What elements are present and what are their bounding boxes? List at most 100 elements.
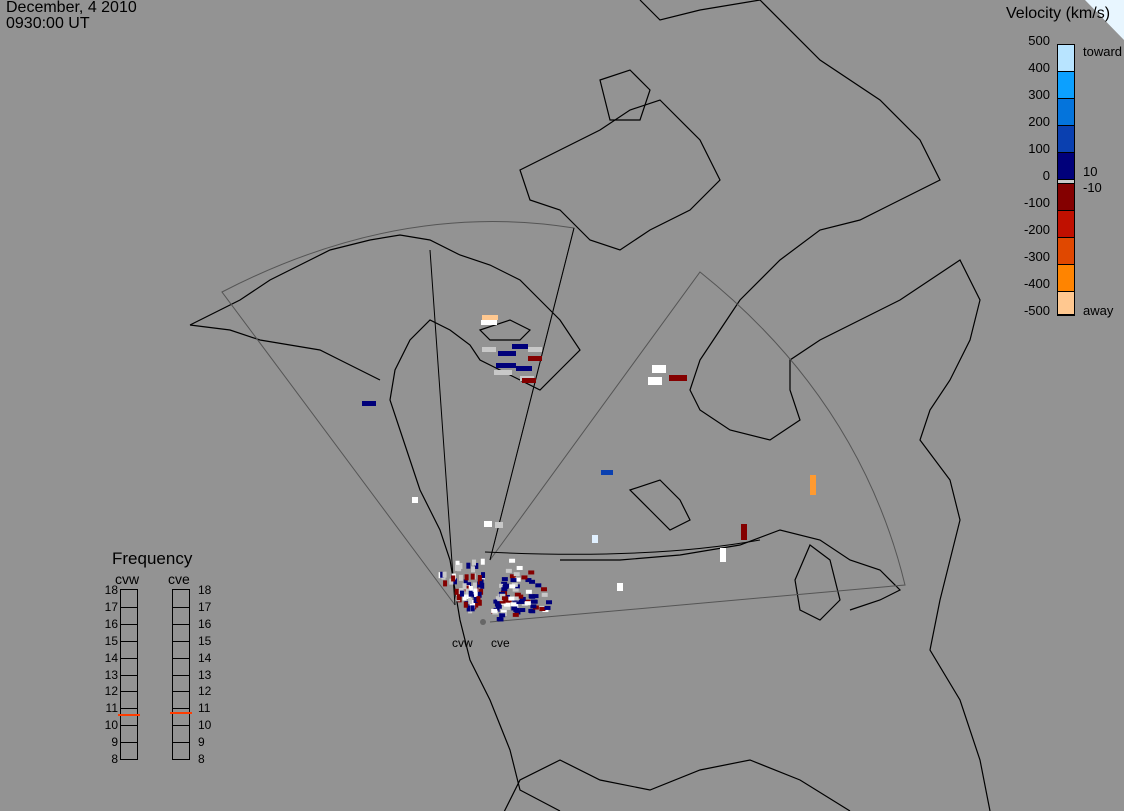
echo-cell <box>468 590 473 597</box>
frequency-scale-label: 9 <box>198 735 205 750</box>
frequency-scale-label: 13 <box>198 667 212 682</box>
echo-cell <box>508 596 515 601</box>
colorbar-tick-label: -500 <box>1023 303 1050 318</box>
echo-cell <box>505 568 512 573</box>
colorbar-tick-label: -300 <box>1023 249 1050 264</box>
echo-cell <box>494 370 512 375</box>
echo-cell <box>458 574 463 581</box>
colorbar-tick-label: 500 <box>1028 33 1050 48</box>
colorbar-tick-label: -100 <box>1023 195 1050 210</box>
colorbar-tick-label: 400 <box>1028 60 1050 75</box>
echo-cell <box>652 365 666 373</box>
echo-cell <box>514 610 521 615</box>
echo-cell <box>477 575 482 582</box>
frequency-gridline <box>173 691 189 693</box>
echo-cell <box>521 575 528 580</box>
echo-cell <box>617 583 623 591</box>
echo-cell <box>532 594 539 599</box>
echo-cell <box>494 602 501 607</box>
frequency-bar-cvw <box>118 589 140 760</box>
echo-cell <box>499 599 506 604</box>
echo-cell <box>499 583 506 588</box>
echo-cell <box>541 592 548 597</box>
frequency-marker <box>118 714 140 717</box>
echo-cell <box>463 579 468 586</box>
colorbar-segment <box>1058 45 1074 72</box>
frequency-gridline <box>173 674 189 676</box>
echo-cell <box>512 596 519 601</box>
time-label: 0930:00 UT <box>6 15 90 32</box>
frequency-scale-label: 11 <box>105 701 118 716</box>
echo-cell <box>525 578 532 583</box>
echo-cell <box>482 347 496 352</box>
echo-cell <box>412 497 418 503</box>
echo-cell <box>514 577 521 582</box>
frequency-scale-label: 10 <box>198 718 212 733</box>
map-timestamp: December, 4 2010 0930:00 UT <box>6 0 137 32</box>
colorbar-tick-label: 0 <box>1042 168 1050 183</box>
echo-cell <box>522 378 536 383</box>
echo-cell <box>497 597 504 602</box>
echo-cell <box>502 584 509 589</box>
echo-cell <box>525 589 532 594</box>
radar-label-cve: cve <box>491 636 510 650</box>
frequency-title: Frequency <box>112 549 193 568</box>
frequency-gridline <box>121 606 137 608</box>
echo-cell <box>509 584 516 589</box>
echo-cell <box>535 583 542 588</box>
frequency-gridline <box>173 725 189 727</box>
corner-mark <box>1085 0 1124 40</box>
echo-cell <box>454 564 459 571</box>
date-label: December, 4 2010 <box>6 0 137 16</box>
frequency-scale-label: 15 <box>198 633 212 648</box>
echo-cell <box>454 588 459 595</box>
echo-cell <box>544 605 551 610</box>
echo-cell <box>510 578 517 583</box>
frequency-radar-cvw: cvw <box>115 571 140 587</box>
frequency-gridline <box>121 657 137 659</box>
echo-cell <box>477 599 482 606</box>
echo-cell <box>669 375 687 381</box>
frequency-scale-label: 18 <box>198 583 212 597</box>
echo-cell <box>464 574 469 581</box>
echo-cell <box>473 601 478 608</box>
frequency-scale-label: 16 <box>104 616 118 631</box>
colorbar-tick-label: -400 <box>1023 276 1050 291</box>
frequency-gridline <box>173 708 189 710</box>
echo-cell <box>479 579 484 586</box>
echo-cell <box>512 612 519 617</box>
frequency-bar-cve <box>170 589 192 760</box>
colorbar-segment <box>1058 292 1074 315</box>
frequency-scale-label: 9 <box>111 735 118 750</box>
echo-cell <box>521 601 528 606</box>
echo-cell <box>519 596 526 601</box>
echo-cell <box>741 524 747 540</box>
echo-cell <box>530 599 537 604</box>
echo-cell <box>509 558 516 563</box>
echo-cell <box>466 593 471 600</box>
echo-cell <box>455 560 460 567</box>
frequency-gridline <box>173 640 189 642</box>
coastlines <box>189 0 991 811</box>
frequency-gridline <box>121 640 137 642</box>
frequency-gridline <box>121 725 137 727</box>
echo-cell <box>473 588 478 595</box>
echo-cell <box>512 344 528 349</box>
colorbar-segment <box>1058 265 1074 292</box>
plus10-label: 10 <box>1083 164 1098 179</box>
frequency-radar-cve: cve <box>168 571 190 587</box>
echo-cell <box>500 608 507 613</box>
echo-cell <box>504 605 511 610</box>
echo-cell <box>499 613 506 618</box>
frequency-scale-label: 16 <box>198 616 212 631</box>
toward-label: toward <box>1083 44 1123 59</box>
colorbar-segment <box>1058 72 1074 99</box>
echo-cell <box>496 363 516 368</box>
echo-cell <box>474 562 479 569</box>
echo-cell <box>513 572 520 577</box>
frequency-scale-label: 10 <box>104 718 118 733</box>
frequency-scale-label: 13 <box>104 667 118 682</box>
frequency-gridline <box>173 742 189 744</box>
echo-cell <box>499 593 506 598</box>
